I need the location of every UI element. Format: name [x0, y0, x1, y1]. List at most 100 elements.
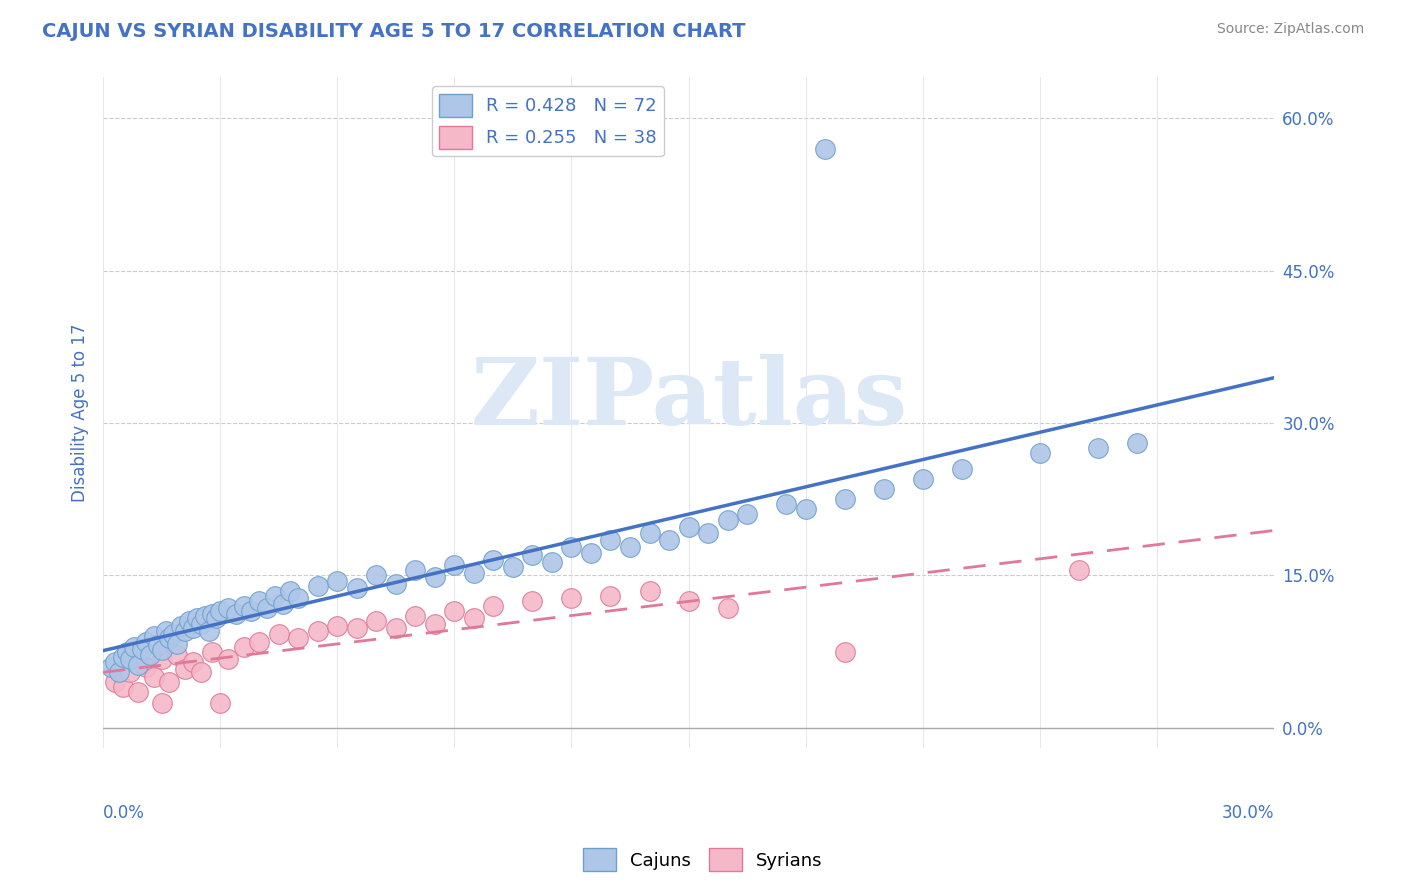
Point: [423, 617, 446, 632]
Point: [1087, 442, 1109, 456]
Point: [205, 611, 228, 625]
Point: [280, 583, 302, 598]
Point: [166, 636, 188, 650]
Point: [181, 621, 204, 635]
Point: [181, 655, 204, 669]
Point: [217, 601, 239, 615]
Point: [911, 472, 934, 486]
Point: [104, 655, 127, 669]
Point: [186, 611, 208, 625]
Point: [638, 525, 661, 540]
Point: [287, 632, 309, 646]
Point: [423, 570, 446, 584]
Point: [107, 665, 129, 679]
Point: [194, 609, 217, 624]
Point: [1067, 563, 1090, 577]
Point: [326, 574, 349, 588]
Point: [599, 533, 621, 547]
Point: [190, 617, 212, 632]
Point: [263, 589, 285, 603]
Point: [287, 591, 309, 605]
Point: [385, 576, 408, 591]
Point: [135, 634, 157, 648]
Point: [463, 611, 485, 625]
Point: [111, 680, 134, 694]
Point: [217, 652, 239, 666]
Text: 0.0%: 0.0%: [103, 805, 145, 822]
Point: [658, 533, 681, 547]
Point: [404, 609, 426, 624]
Point: [678, 519, 700, 533]
Point: [775, 497, 797, 511]
Point: [541, 555, 564, 569]
Y-axis label: Disability Age 5 to 17: Disability Age 5 to 17: [72, 324, 89, 502]
Point: [950, 461, 973, 475]
Point: [366, 568, 388, 582]
Text: 30.0%: 30.0%: [1222, 805, 1274, 822]
Point: [326, 619, 349, 633]
Point: [124, 640, 146, 654]
Point: [307, 624, 329, 639]
Point: [100, 660, 122, 674]
Point: [716, 601, 738, 615]
Point: [115, 645, 138, 659]
Point: [201, 607, 224, 621]
Point: [366, 614, 388, 628]
Point: [111, 649, 134, 664]
Point: [127, 685, 149, 699]
Point: [162, 627, 184, 641]
Point: [247, 634, 270, 648]
Point: [267, 627, 290, 641]
Point: [385, 621, 408, 635]
Point: [346, 581, 368, 595]
Text: CAJUN VS SYRIAN DISABILITY AGE 5 TO 17 CORRELATION CHART: CAJUN VS SYRIAN DISABILITY AGE 5 TO 17 C…: [42, 22, 745, 41]
Legend: R = 0.428   N = 72, R = 0.255   N = 38: R = 0.428 N = 72, R = 0.255 N = 38: [432, 87, 664, 156]
Point: [522, 594, 544, 608]
Point: [159, 675, 181, 690]
Point: [150, 642, 173, 657]
Point: [150, 696, 173, 710]
Point: [443, 558, 465, 573]
Point: [560, 540, 582, 554]
Point: [814, 142, 837, 156]
Point: [872, 482, 894, 496]
Point: [697, 525, 720, 540]
Point: [307, 579, 329, 593]
Point: [150, 652, 173, 666]
Point: [247, 594, 270, 608]
Point: [146, 638, 169, 652]
Point: [502, 560, 524, 574]
Point: [174, 662, 197, 676]
Legend: Cajuns, Syrians: Cajuns, Syrians: [576, 841, 830, 879]
Point: [1126, 436, 1149, 450]
Point: [120, 652, 142, 666]
Point: [131, 641, 153, 656]
Point: [170, 619, 193, 633]
Point: [142, 630, 165, 644]
Point: [159, 632, 181, 646]
Point: [120, 665, 142, 679]
Point: [201, 645, 224, 659]
Point: [834, 492, 856, 507]
Point: [135, 660, 157, 674]
Point: [443, 604, 465, 618]
Point: [256, 601, 278, 615]
Point: [834, 645, 856, 659]
Point: [560, 591, 582, 605]
Point: [142, 670, 165, 684]
Point: [716, 512, 738, 526]
Point: [794, 502, 817, 516]
Point: [174, 624, 197, 639]
Point: [232, 640, 254, 654]
Point: [735, 508, 758, 522]
Point: [177, 614, 200, 628]
Point: [678, 594, 700, 608]
Point: [232, 599, 254, 613]
Point: [209, 696, 232, 710]
Point: [482, 553, 505, 567]
Point: [190, 665, 212, 679]
Point: [104, 675, 127, 690]
Point: [482, 599, 505, 613]
Text: ZIPatlas: ZIPatlas: [470, 354, 907, 444]
Point: [155, 624, 177, 639]
